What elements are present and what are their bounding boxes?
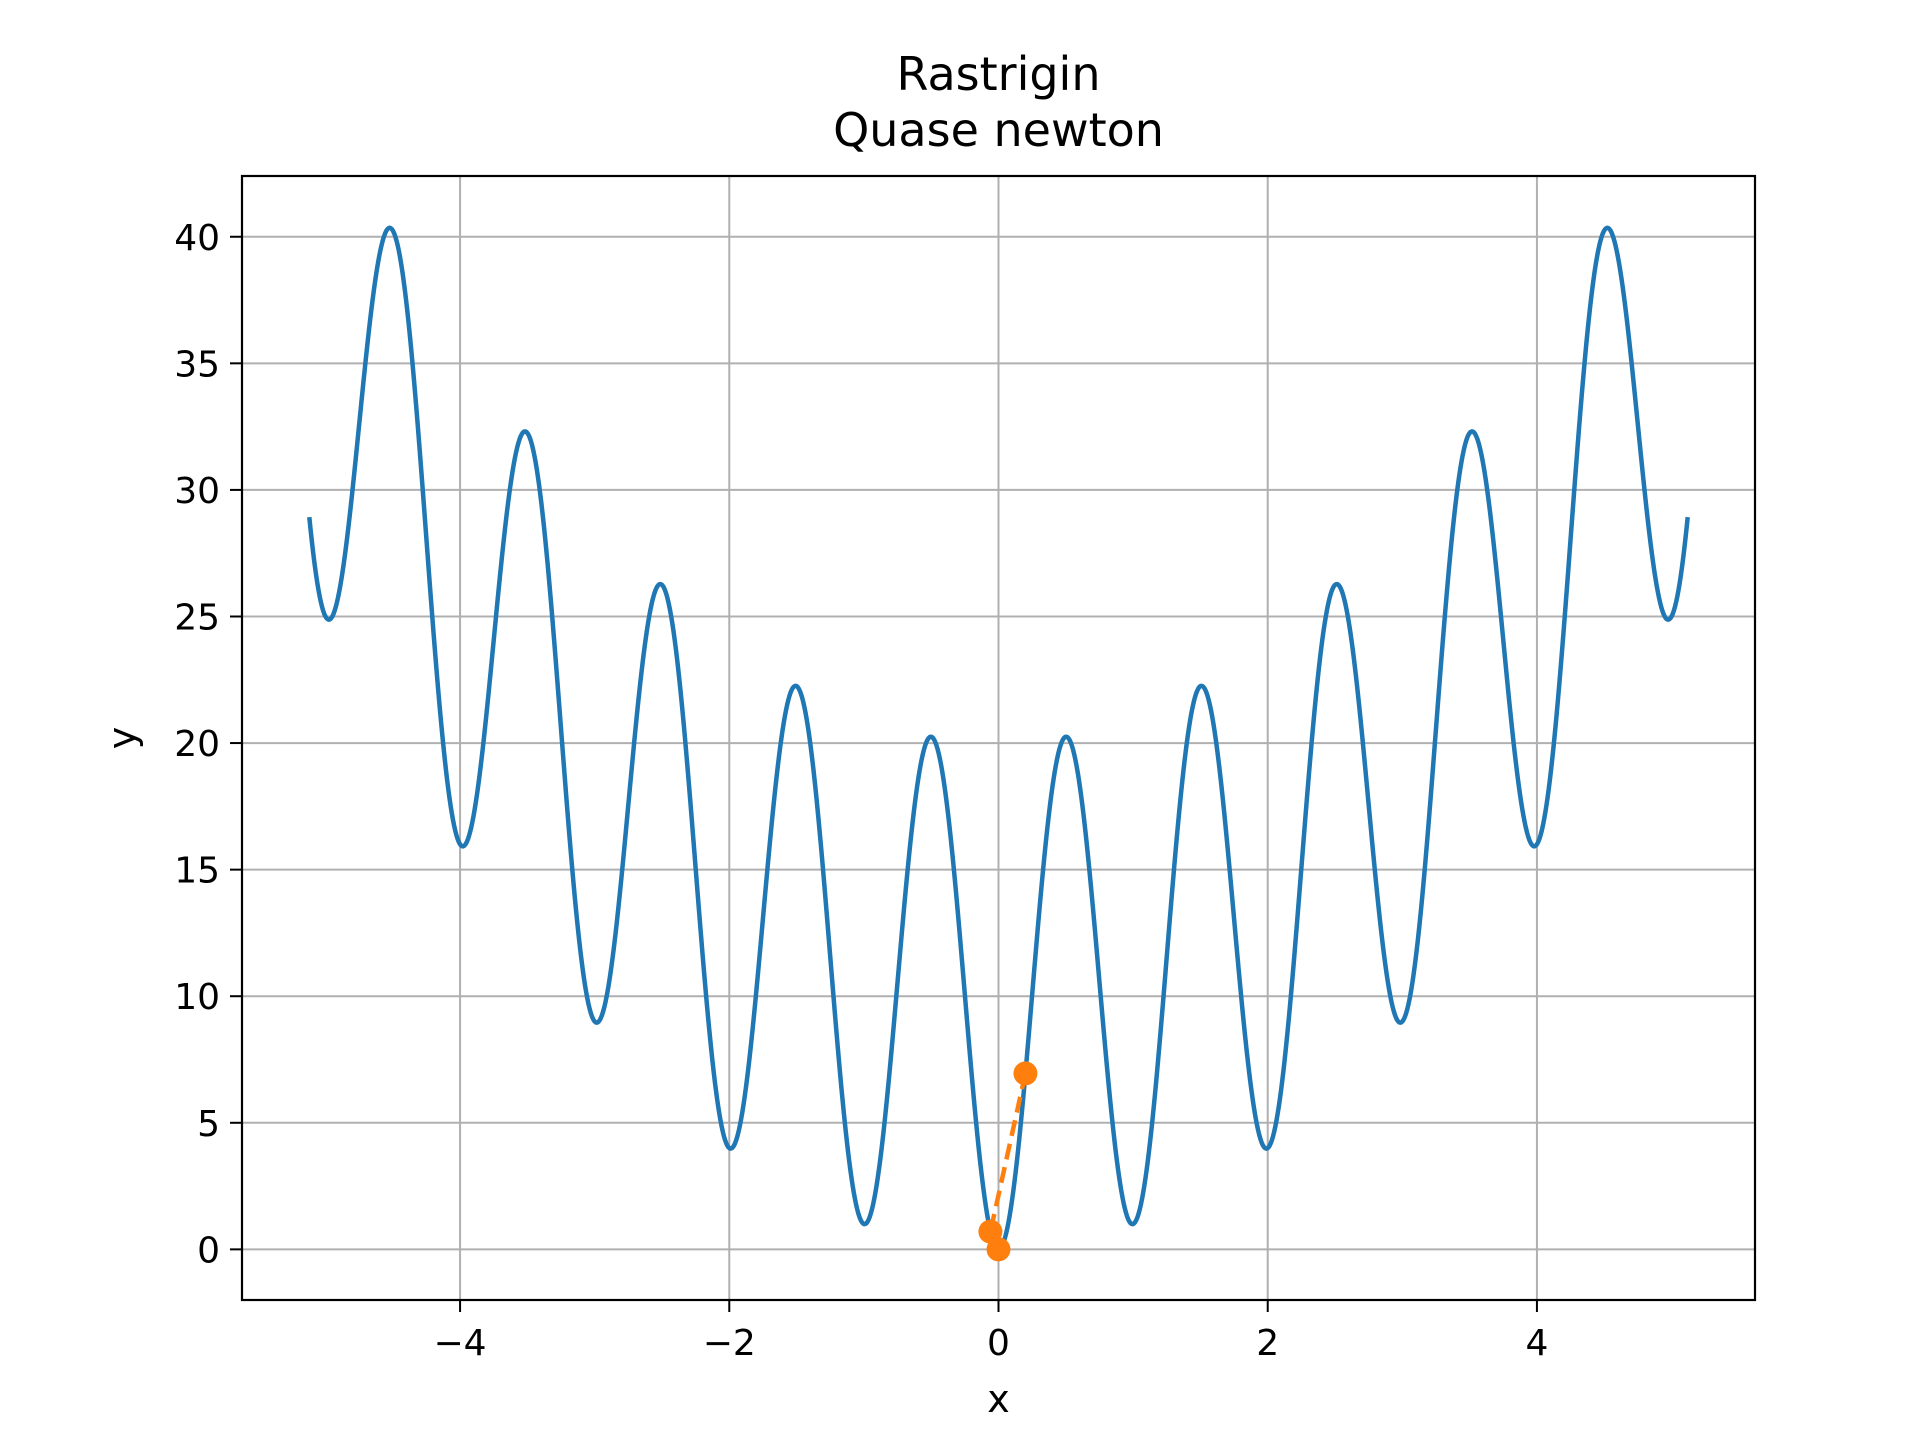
x-axis-label: x [987,1377,1010,1421]
x-tick-label: 0 [987,1323,1010,1364]
x-tick-label: −4 [434,1323,487,1364]
y-tick-label: 40 [174,218,220,259]
y-tick-label: 5 [197,1104,220,1145]
x-tick-label: 2 [1256,1323,1279,1364]
y-tick-label: 25 [174,597,220,638]
chart-subtitle: Quase newton [833,103,1164,157]
x-tick-label: 4 [1525,1323,1548,1364]
y-axis-label: y [100,727,144,750]
grid [242,176,1755,1300]
chart-title: Rastrigin [897,47,1101,101]
y-tick-label: 10 [174,977,220,1018]
y-tick-label: 15 [174,851,220,892]
x-tick-label: −2 [703,1323,756,1364]
optimizer-point [986,1237,1011,1262]
plot-series [307,225,1690,1262]
y-tick-label: 35 [174,344,220,385]
y-tick-label: 30 [174,471,220,512]
y-tick-label: 20 [174,724,220,765]
optimizer-point [1013,1061,1038,1086]
y-tick-label: 0 [197,1230,220,1271]
